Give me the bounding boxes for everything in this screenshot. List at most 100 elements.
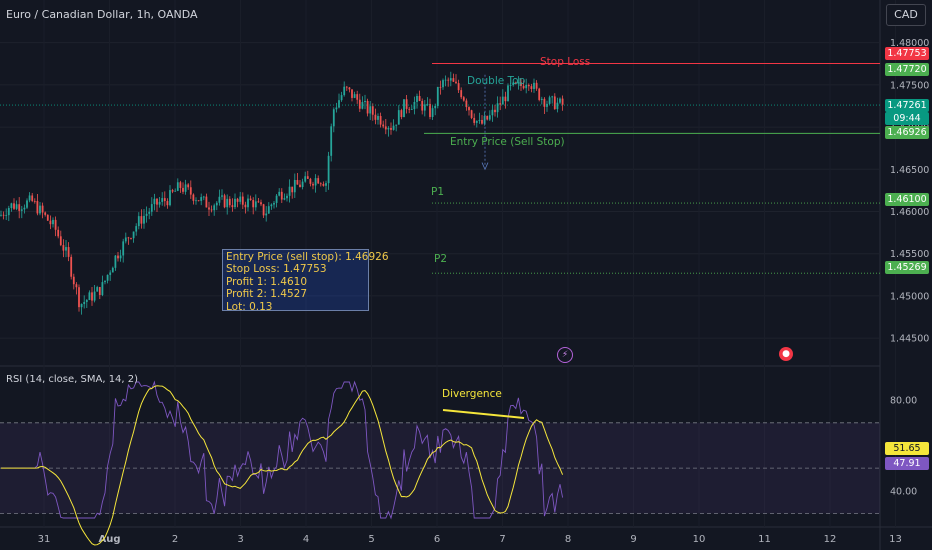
candle-body — [291, 186, 294, 193]
candle-body — [332, 109, 335, 127]
candle-body — [187, 184, 190, 188]
candle-body — [249, 198, 252, 201]
rsi-tick-label: 80.00 — [890, 396, 917, 407]
candle-body — [553, 96, 556, 110]
candle-body — [192, 194, 195, 201]
double-top-label: Double Top — [467, 75, 526, 87]
candle-body — [538, 88, 541, 100]
candle-body — [283, 198, 286, 200]
time-tick-label: 6 — [434, 534, 440, 545]
candle-body — [215, 202, 218, 206]
candle-body — [182, 187, 184, 192]
candle-body — [15, 204, 18, 209]
candle-body — [218, 196, 221, 203]
info-stop-loss: Stop Loss: 1.47753 — [226, 263, 327, 276]
candle-body — [241, 196, 244, 205]
candle-body — [540, 98, 543, 100]
candle-body — [80, 304, 83, 308]
time-tick-label: 8 — [565, 534, 571, 545]
candle-body — [460, 90, 463, 98]
candle-body — [403, 99, 405, 118]
candle-body — [0, 214, 2, 216]
candle-body — [530, 86, 533, 89]
candle-body — [83, 301, 86, 305]
divergence-line — [442, 409, 525, 419]
projection-arrow-head — [481, 162, 489, 171]
time-tick-label: Aug — [98, 534, 120, 545]
candle-body — [343, 86, 346, 96]
candle-body — [132, 231, 135, 239]
candle-body — [111, 267, 114, 273]
lightning-icon[interactable]: ⚡ — [557, 347, 573, 363]
candle-body — [260, 202, 262, 205]
candle-body — [351, 89, 353, 98]
candle-body — [18, 204, 21, 211]
trade-info-box[interactable]: Entry Price (sell stop): 1.46926 Stop Lo… — [222, 249, 389, 313]
candle-body — [254, 201, 257, 208]
time-tick-label: 11 — [758, 534, 771, 545]
candle-body — [70, 256, 73, 277]
time-tick-label: 7 — [499, 534, 505, 545]
candle-body — [54, 219, 57, 230]
candle-body — [117, 255, 119, 259]
candle-body — [130, 238, 132, 239]
price-tick-label: 1.48000 — [890, 38, 929, 49]
candle-body — [457, 83, 460, 91]
rsi-tick-label: 40.00 — [890, 486, 917, 497]
candle-body — [405, 99, 408, 109]
candle-body — [434, 105, 437, 109]
candle-body — [319, 183, 322, 185]
candle-body — [119, 255, 122, 259]
candle-body — [397, 110, 400, 125]
candle-body — [267, 206, 270, 214]
candle-body — [93, 291, 96, 301]
candle-body — [122, 241, 125, 256]
candle-body — [377, 116, 379, 120]
candle-body — [306, 176, 309, 179]
candle-body — [31, 195, 34, 201]
candle-body — [148, 211, 151, 214]
candle-body — [338, 100, 340, 108]
level-price-tag: 1.47720 — [885, 63, 929, 76]
candle-body — [535, 82, 538, 89]
candle-body — [244, 204, 247, 208]
candle-body — [486, 115, 489, 120]
time-tick-label: 2 — [172, 534, 178, 545]
time-tick-label: 31 — [38, 534, 51, 545]
price-tick-label: 1.46500 — [890, 165, 929, 176]
candle-body — [408, 108, 411, 110]
candle-body — [184, 184, 187, 192]
candle-body — [5, 215, 8, 216]
candle-body — [335, 107, 338, 110]
candle-body — [442, 80, 444, 88]
candle-body — [202, 196, 205, 198]
candle-body — [163, 198, 166, 202]
currency-button[interactable]: CAD — [886, 4, 926, 26]
candle-body — [413, 101, 416, 110]
candle-body — [234, 198, 236, 208]
candle-body — [137, 216, 140, 227]
candle-body — [345, 86, 348, 88]
candle-body — [236, 198, 239, 202]
symbol-title: Euro / Canadian Dollar, 1h, OANDA — [6, 8, 198, 21]
candle-body — [299, 184, 301, 188]
candle-body — [197, 200, 200, 202]
candle-body — [444, 79, 447, 81]
candle-body — [169, 190, 171, 206]
candle-body — [161, 198, 164, 202]
candle-body — [2, 214, 5, 216]
candle-body — [278, 191, 281, 196]
candle-body — [507, 85, 509, 102]
candle-body — [520, 82, 522, 86]
candle-body — [156, 198, 158, 205]
candle-body — [548, 97, 551, 104]
info-profit-2: Profit 2: 1.4527 — [226, 288, 308, 301]
candle-body — [348, 87, 351, 90]
candle-body — [124, 237, 127, 242]
calendar-event-icon[interactable]: ● — [779, 347, 793, 361]
candle-body — [379, 116, 382, 125]
candle-body — [517, 82, 520, 84]
candle-body — [143, 215, 145, 224]
entry-price-label: Entry Price (Sell Stop) — [450, 136, 565, 148]
